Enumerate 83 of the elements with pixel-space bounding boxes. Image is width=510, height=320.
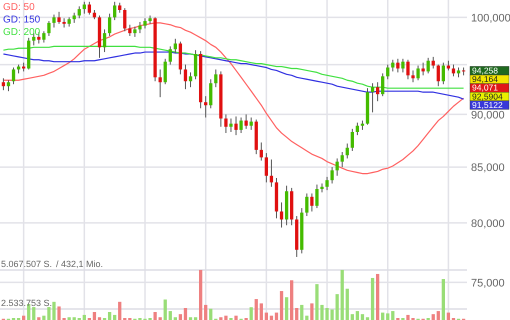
candlestick xyxy=(168,46,172,66)
candlestick xyxy=(78,6,81,19)
y-tick-label: 100,000 xyxy=(471,12,510,24)
candlestick xyxy=(310,192,314,212)
candlestick xyxy=(62,18,66,28)
candlestick xyxy=(421,62,425,76)
text: 92,5904 xyxy=(472,91,503,102)
candlestick xyxy=(315,184,319,209)
candlestick xyxy=(194,50,198,80)
candlestick xyxy=(381,72,384,97)
candlestick xyxy=(88,1,92,16)
candlestick xyxy=(305,192,308,217)
candlestick xyxy=(138,21,142,34)
candlestick xyxy=(214,68,218,88)
candlestick xyxy=(260,142,263,162)
candlestick xyxy=(386,64,390,80)
candlestick xyxy=(118,2,122,14)
candlestick xyxy=(462,67,466,76)
candlestick xyxy=(406,59,410,80)
candlestick xyxy=(346,143,349,159)
candlestick xyxy=(244,114,248,130)
text: 94,071 xyxy=(472,82,498,93)
y-tick-label: 80,000 xyxy=(471,218,505,230)
candlestick xyxy=(2,78,6,91)
candlestick xyxy=(108,13,112,36)
candlestick xyxy=(336,158,339,176)
candlestick xyxy=(133,26,137,38)
text: GD: 50 xyxy=(3,2,36,13)
candlestick xyxy=(72,12,76,24)
candlestick xyxy=(411,70,415,83)
candlestick xyxy=(234,116,238,136)
candlestick xyxy=(204,96,208,118)
text: GD: 150 xyxy=(3,14,41,26)
candlestick xyxy=(209,78,212,109)
candlestick xyxy=(42,30,46,44)
text: 94,164 xyxy=(472,74,498,84)
candlestick xyxy=(229,118,233,132)
candlestick xyxy=(350,128,354,152)
candlestick xyxy=(456,67,460,78)
candlestick xyxy=(330,166,334,184)
series-label: GD: 200 xyxy=(3,27,41,38)
candlestick xyxy=(340,152,344,168)
y2-tick-label: 2.533.753 S. xyxy=(1,298,52,308)
candlestick xyxy=(325,176,329,191)
candlestick xyxy=(280,202,284,228)
annotation: / 432,1 Mio. xyxy=(56,258,104,269)
candlestick xyxy=(82,1,86,14)
candlestick xyxy=(376,82,380,102)
candlestick xyxy=(102,28,106,53)
candlestick xyxy=(128,24,132,36)
y-tick-label: 85,000 xyxy=(471,162,505,174)
candlestick xyxy=(123,8,126,32)
candlestick xyxy=(158,68,162,98)
candlestick xyxy=(92,10,96,20)
candlestick xyxy=(224,114,228,134)
candlestick xyxy=(370,82,374,113)
text: 94,258 xyxy=(472,66,498,76)
candlestick xyxy=(401,58,405,73)
y-tick-label: 90,000 xyxy=(471,109,505,122)
candlestick xyxy=(264,152,268,183)
y2-tick-label: 5.067.507 S. xyxy=(1,258,52,269)
candlestick xyxy=(436,64,440,87)
candlestick xyxy=(6,80,10,92)
candlestick xyxy=(164,58,167,85)
y-tick-label: 75,000 xyxy=(471,277,505,290)
candlestick xyxy=(68,16,71,28)
line-series xyxy=(2,22,464,174)
candlestick xyxy=(432,56,435,69)
candlestick xyxy=(113,1,116,21)
candlestick xyxy=(396,58,400,73)
text: 91,5122 xyxy=(472,100,503,110)
candlestick xyxy=(52,14,56,28)
candlestick xyxy=(250,116,253,130)
candlestick xyxy=(442,62,446,85)
candlestick xyxy=(270,159,274,188)
candlestick xyxy=(452,64,456,77)
candlestick xyxy=(174,38,177,54)
candlestick xyxy=(426,57,430,74)
candlestick xyxy=(446,60,450,71)
candlestick xyxy=(391,59,394,72)
candlestick xyxy=(356,122,360,136)
candlestick xyxy=(239,116,243,134)
candlestick xyxy=(416,65,420,81)
